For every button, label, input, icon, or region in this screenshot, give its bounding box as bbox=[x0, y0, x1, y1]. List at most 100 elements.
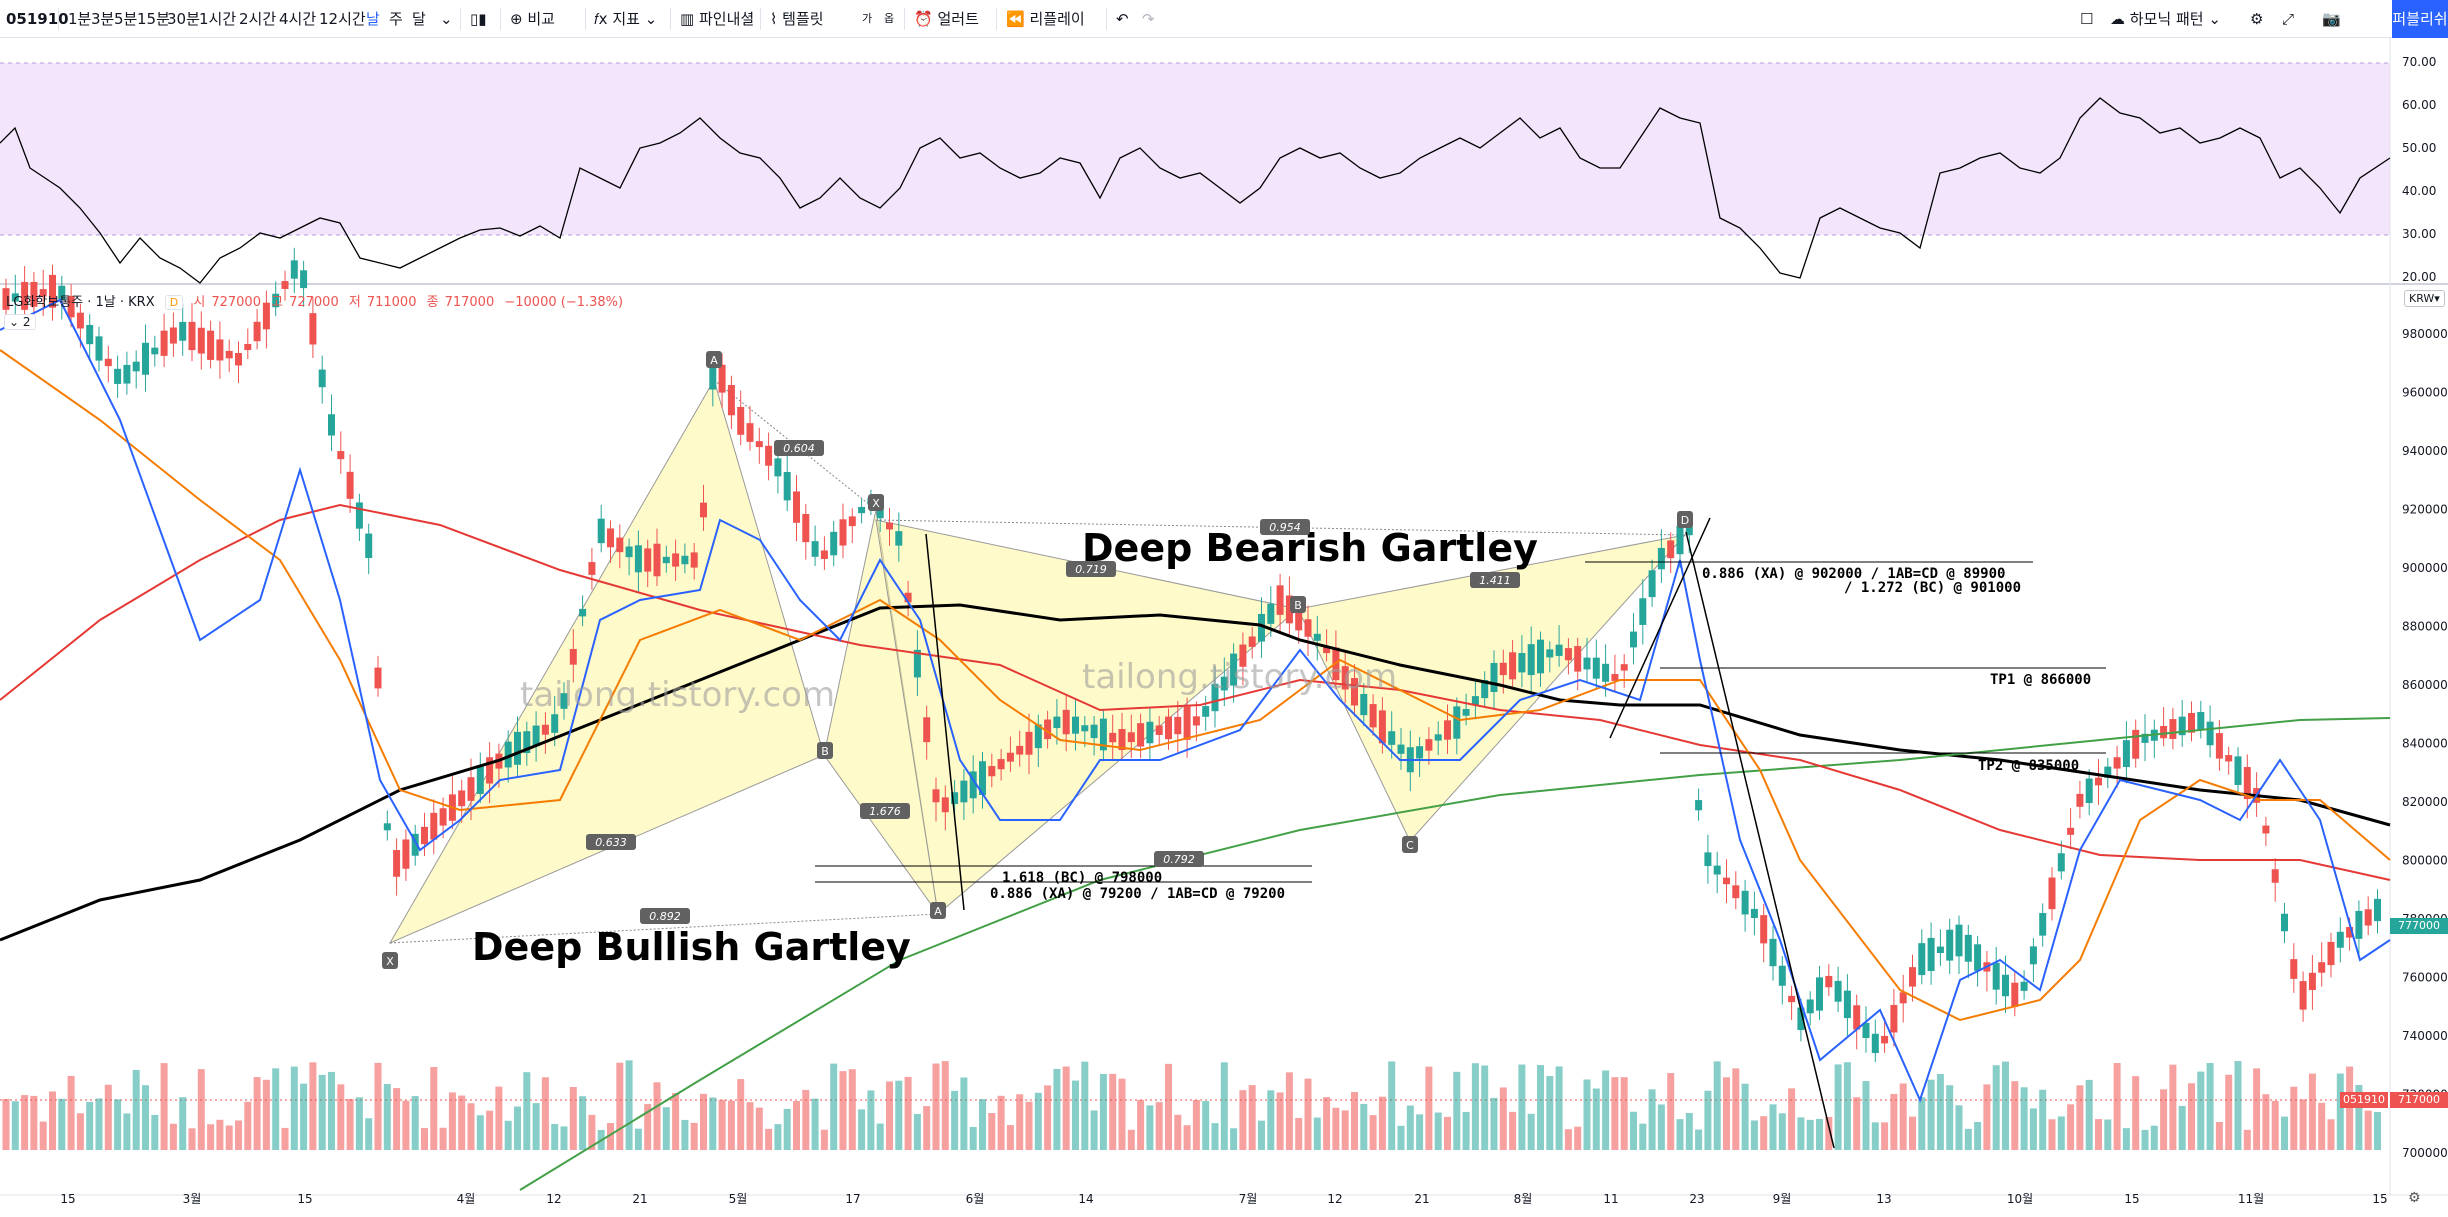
bullish-pattern-title: Deep Bullish Gartley bbox=[472, 925, 911, 969]
interval-month[interactable]: 달 bbox=[412, 10, 426, 28]
legend-collapse-button[interactable]: ⌄ 2 bbox=[4, 314, 36, 330]
redo-icon[interactable]: ↷ bbox=[1142, 10, 1155, 28]
replay-button[interactable]: ⏪ 리플레이 bbox=[1006, 0, 1085, 38]
bearish-pattern-title: Deep Bearish Gartley bbox=[1082, 526, 1538, 570]
pine-button[interactable]: ▥ 파인내셜 bbox=[680, 0, 754, 38]
volume-bar bbox=[1750, 1120, 1758, 1150]
alert-button[interactable]: ⏰ 얼러트 bbox=[914, 0, 979, 38]
high-value: 727000 bbox=[289, 295, 339, 310]
volume-bar bbox=[1072, 1080, 1079, 1150]
interval-12h[interactable]: 12시간 bbox=[319, 10, 366, 28]
volume-bar bbox=[755, 1107, 763, 1150]
volume-bar bbox=[1537, 1065, 1544, 1150]
candle-body bbox=[700, 502, 707, 518]
volume-bar bbox=[1220, 1062, 1228, 1150]
compare-button[interactable]: ⊕ 비교 bbox=[510, 0, 555, 38]
interval-week[interactable]: 주 bbox=[389, 10, 403, 28]
candle-body bbox=[579, 608, 587, 617]
settings-gear-icon[interactable]: ⚙ bbox=[2408, 1190, 2421, 1206]
publish-button[interactable]: 퍼블리쉬 bbox=[2392, 0, 2448, 38]
volume-bar bbox=[262, 1079, 270, 1150]
volume-bar bbox=[2150, 1125, 2158, 1150]
candle-body bbox=[1183, 706, 1191, 740]
interval-15m[interactable]: 15분 bbox=[137, 10, 170, 28]
harmonic-pattern-button[interactable]: ☁ 하모닉 패턴 ⌄ bbox=[2110, 10, 2221, 28]
ratio-badge-bg bbox=[860, 803, 910, 819]
candle-body bbox=[1220, 676, 1228, 691]
interval-4h[interactable]: 4시간 bbox=[279, 10, 317, 28]
candle-body bbox=[1192, 716, 1200, 726]
volume-bar bbox=[2364, 1110, 2372, 1150]
candle-body bbox=[1862, 1022, 1870, 1039]
interval-30m[interactable]: 30분 bbox=[167, 10, 200, 28]
template-badge-2[interactable]: 옵 bbox=[884, 12, 895, 25]
volume-bar bbox=[1676, 1119, 1684, 1150]
fullscreen-icon[interactable]: ⤢ bbox=[2282, 10, 2295, 28]
candle-body bbox=[1602, 663, 1610, 682]
template-badge-1[interactable]: 가 bbox=[862, 12, 873, 25]
layout-square-icon[interactable]: ☐ bbox=[2080, 10, 2094, 28]
volume-bar bbox=[1053, 1068, 1061, 1150]
undo-icon[interactable]: ↶ bbox=[1116, 10, 1129, 28]
candle-body bbox=[235, 353, 242, 366]
candle-body bbox=[2, 288, 10, 310]
candle-body bbox=[383, 823, 391, 831]
symbol-search[interactable]: 051910 bbox=[6, 10, 69, 28]
volume-bar bbox=[132, 1069, 140, 1150]
candle-body bbox=[179, 321, 187, 341]
volume-bar bbox=[21, 1095, 29, 1150]
volume-bar bbox=[904, 1076, 912, 1150]
point-label: A bbox=[710, 354, 718, 367]
volume-bar bbox=[1230, 1128, 1238, 1150]
volume-bar bbox=[2234, 1061, 2242, 1150]
interval-1h[interactable]: 1시간 bbox=[199, 10, 237, 28]
candle-body bbox=[1713, 865, 1721, 875]
interval-5m[interactable]: 5분 bbox=[114, 10, 138, 28]
price-tick-label: 700000 bbox=[2402, 1146, 2448, 1160]
candle-body bbox=[1788, 995, 1796, 1003]
volume-bar bbox=[625, 1060, 633, 1150]
candle-body bbox=[365, 533, 373, 558]
price-chart[interactable]: 70.00 60.00 50.00 40.00 30.00 20.00 980000 9600… bbox=[0, 38, 2448, 1217]
candle-body bbox=[1146, 721, 1154, 744]
volume-bar bbox=[2122, 1128, 2130, 1150]
candle-body bbox=[820, 550, 828, 559]
time-tick-label: 13 bbox=[1876, 1192, 1891, 1206]
volume-bar bbox=[1695, 1129, 1703, 1150]
candle-body bbox=[1016, 745, 1024, 755]
volume-bar bbox=[197, 1069, 205, 1150]
volume-bar bbox=[2141, 1129, 2149, 1150]
volume-bar bbox=[1295, 1117, 1303, 1150]
volume-bar bbox=[2197, 1071, 2205, 1150]
candle-body bbox=[1202, 706, 1210, 717]
candle-type-icon[interactable]: ▯▮ bbox=[470, 10, 487, 28]
candle-body bbox=[1165, 716, 1172, 740]
indicators-button[interactable]: 𝑓x 지표 ⌄ bbox=[594, 10, 658, 28]
candle-body bbox=[913, 649, 921, 678]
volume-bar bbox=[402, 1100, 410, 1150]
gear-icon[interactable]: ⚙ bbox=[2250, 10, 2264, 28]
candle-body bbox=[904, 592, 912, 603]
volume-bar bbox=[1044, 1085, 1052, 1150]
candle-body bbox=[1434, 734, 1442, 741]
candle-body bbox=[2104, 766, 2112, 778]
time-tick-label: 3월 bbox=[183, 1192, 202, 1206]
candle-body bbox=[262, 302, 270, 330]
currency-select[interactable]: KRW▾ bbox=[2404, 290, 2445, 307]
interval-day[interactable]: 날 bbox=[366, 10, 380, 28]
interval-1m[interactable]: 1분 bbox=[68, 10, 92, 28]
candle-body bbox=[737, 406, 745, 435]
alarm-clock-icon: ⏰ bbox=[914, 10, 933, 28]
candle-body bbox=[281, 281, 289, 289]
camera-icon[interactable]: 📷 bbox=[2322, 10, 2341, 28]
chevron-down-icon[interactable]: ⌄ bbox=[440, 10, 453, 28]
candle-body bbox=[1109, 732, 1117, 743]
templates-button[interactable]: ⌇ 템플릿 bbox=[770, 0, 824, 38]
point-label-bg bbox=[930, 902, 946, 919]
volume-bar bbox=[1304, 1078, 1312, 1150]
legend-badge[interactable]: D bbox=[164, 295, 184, 310]
volume-bar bbox=[541, 1077, 549, 1150]
last-price-label: 777000 bbox=[2390, 918, 2448, 934]
interval-2h[interactable]: 2시간 bbox=[239, 10, 277, 28]
interval-3m[interactable]: 3분 bbox=[91, 10, 115, 28]
